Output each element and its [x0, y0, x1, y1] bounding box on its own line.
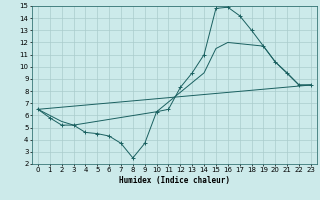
X-axis label: Humidex (Indice chaleur): Humidex (Indice chaleur) — [119, 176, 230, 185]
